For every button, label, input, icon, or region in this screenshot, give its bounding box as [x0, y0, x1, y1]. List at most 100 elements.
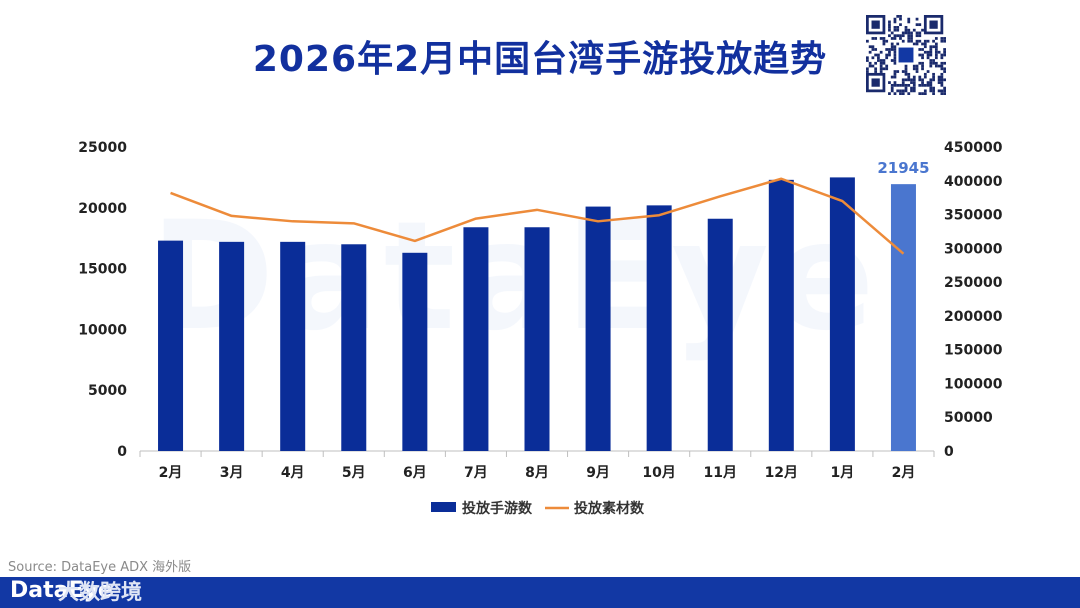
qr-module: [882, 39, 886, 43]
qr-module: [926, 56, 930, 60]
qr-module: [943, 39, 946, 43]
qr-module: [907, 20, 911, 24]
qr-module: [882, 42, 886, 46]
qr-module: [899, 23, 902, 27]
qr-module: [901, 78, 905, 82]
footer-logo: DataEye: [10, 578, 113, 603]
qr-module: [926, 81, 930, 84]
qr-module: [882, 59, 886, 62]
y-right-tick-label: 350000: [944, 208, 1003, 224]
qr-module: [904, 26, 908, 29]
qr-module: [929, 78, 933, 82]
qr-module: [893, 17, 897, 21]
qr-module: [934, 61, 938, 65]
qr-module: [915, 34, 919, 38]
qr-module: [921, 78, 924, 82]
y-right-tick-label: 100000: [944, 376, 1003, 392]
qr-module: [866, 59, 869, 62]
qr-module: [885, 48, 889, 51]
qr-module: [921, 64, 924, 68]
qr-module: [893, 37, 897, 40]
x-tick-label: 8月: [525, 465, 549, 481]
qr-module: [893, 61, 897, 65]
x-tick-label: 1月: [831, 465, 855, 481]
qr-module: [901, 92, 905, 95]
x-tick-label: 2月: [159, 465, 183, 481]
x-tick-label: 9月: [586, 465, 610, 481]
footer-bar: [0, 577, 1080, 608]
qr-module: [918, 53, 922, 57]
combo-chart: 0500010000150002000025000050000100000150…: [78, 140, 1003, 517]
qr-module: [871, 48, 875, 51]
qr-module: [921, 83, 924, 87]
qr-finder-core: [871, 20, 880, 29]
legend-bar-swatch: [431, 502, 456, 512]
qr-module: [899, 34, 902, 38]
qr-module: [871, 64, 875, 68]
qr-module: [934, 50, 938, 54]
qr-module: [888, 50, 891, 54]
qr-module: [893, 28, 897, 32]
qr-module: [940, 83, 944, 87]
qr-module: [923, 72, 927, 76]
qr-module: [893, 72, 897, 76]
qr-module: [912, 67, 916, 71]
qr-module: [932, 89, 935, 93]
qr-module: [912, 42, 916, 46]
qr-module: [904, 72, 908, 76]
qr-module: [910, 81, 913, 84]
qr-module: [899, 92, 902, 95]
chart-title: 2026年2月中国台湾手游投放趋势: [252, 39, 828, 80]
y-right-tick-label: 300000: [944, 241, 1003, 257]
bar: [768, 179, 794, 451]
qr-module: [899, 17, 902, 21]
qr-module: [893, 53, 897, 57]
qr-module: [866, 39, 869, 43]
qr-module: [901, 83, 905, 87]
qr-module: [929, 83, 933, 87]
qr-module: [899, 15, 902, 18]
legend-line-label: 投放素材数: [574, 500, 645, 517]
qr-module: [890, 59, 894, 62]
qr-module: [904, 89, 908, 93]
qr-module: [871, 45, 875, 49]
qr-module: [877, 53, 880, 57]
qr-module: [940, 53, 944, 57]
qr-module: [893, 56, 897, 60]
qr-module: [874, 53, 878, 57]
qr-module: [904, 28, 908, 32]
qr-module: [890, 45, 894, 49]
qr-module: [926, 70, 930, 73]
qr-module: [943, 37, 946, 40]
qr-module: [904, 86, 908, 90]
qr-module: [943, 78, 946, 82]
bar: [707, 218, 733, 451]
bar: [219, 241, 245, 451]
qr-module: [877, 56, 880, 60]
qr-module: [940, 75, 944, 79]
bar: [524, 227, 550, 451]
qr-module: [907, 37, 911, 40]
qr-module: [893, 50, 897, 54]
qr-module: [890, 42, 894, 46]
qr-module: [885, 64, 889, 68]
qr-module: [943, 70, 946, 73]
qr-module: [885, 39, 889, 43]
qr-module: [932, 45, 935, 49]
qr-module: [921, 67, 924, 71]
qr-module: [912, 28, 916, 32]
qr-module: [893, 75, 897, 79]
qr-module: [901, 81, 905, 84]
qr-module: [907, 75, 911, 79]
qr-module: [912, 64, 916, 68]
qr-module: [877, 59, 880, 62]
qr-module: [923, 83, 927, 87]
qr-module: [893, 92, 897, 95]
qr-module: [910, 78, 913, 82]
qr-module: [943, 89, 946, 93]
qr-module: [907, 34, 911, 38]
qr-module: [910, 89, 913, 93]
qr-module: [888, 53, 891, 57]
qr-module: [896, 42, 900, 46]
qr-module: [918, 39, 922, 43]
